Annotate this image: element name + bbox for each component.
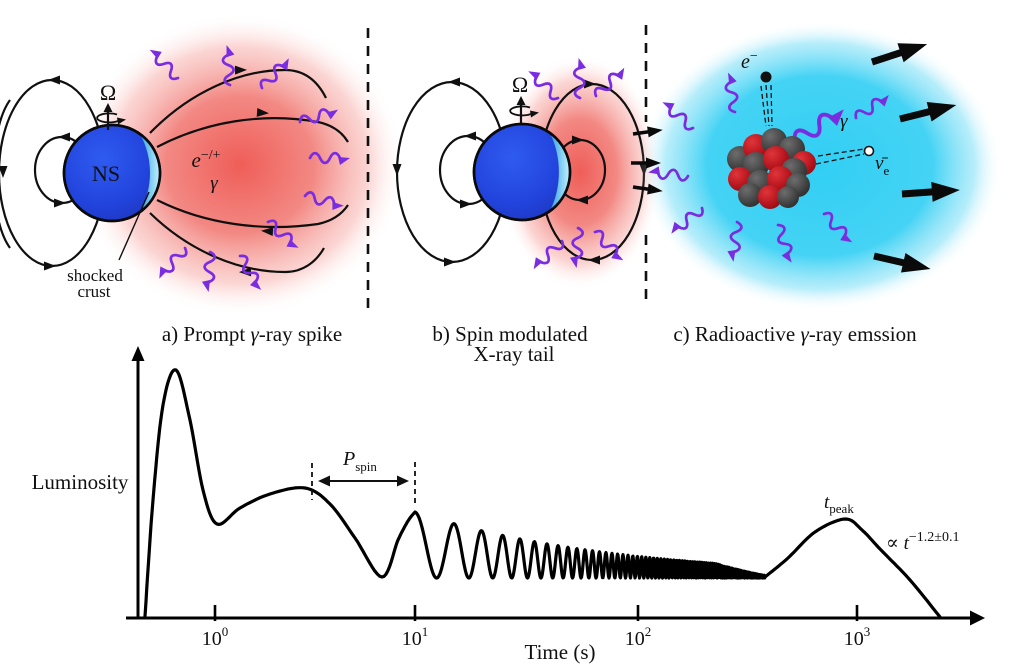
x-axis-title: Time (s) bbox=[525, 640, 596, 664]
pair-plasma-label: e−/+ bbox=[191, 148, 220, 172]
x-axis-tick-marks bbox=[213, 605, 859, 621]
gamma-label: γ bbox=[840, 111, 848, 132]
panel-b-xray-tail: Ω bbox=[392, 54, 662, 290]
panel-captions: a) Prompt γ-ray spike b) Spin modulated … bbox=[162, 322, 917, 366]
shocked-crust-label-1: shocked bbox=[67, 266, 123, 285]
neutron-star-outline bbox=[62, 123, 162, 223]
electron-particle bbox=[760, 71, 772, 83]
caption-b-line1: b) Spin modulated bbox=[432, 322, 588, 346]
x-tick-label-1: 101 bbox=[402, 624, 429, 650]
shocked-crust-label-2: crust bbox=[77, 282, 110, 301]
crust-pointer-line bbox=[118, 191, 150, 261]
omega-label: Ω bbox=[100, 80, 116, 105]
pair-fireball-glow bbox=[75, 13, 405, 317]
antineutrino-particle bbox=[863, 145, 875, 157]
caption-b-line2: X-ray tail bbox=[473, 342, 554, 366]
omega-label: Ω bbox=[512, 72, 528, 97]
ejecta-glow bbox=[638, 21, 1002, 311]
ns-label: NS bbox=[92, 161, 120, 186]
t-peak-label: tpeak bbox=[824, 492, 854, 516]
light-curve-plot: 100 101 102 103 Time (s) Luminosity Pspi… bbox=[32, 346, 985, 664]
decay-law-label: ∝ t−1.2±0.1 bbox=[886, 530, 959, 554]
p-spin-annotation: Pspin bbox=[311, 448, 416, 505]
y-axis-title: Luminosity bbox=[32, 470, 129, 494]
neutron-star-outline bbox=[472, 122, 572, 222]
x-axis-arrowhead bbox=[970, 610, 985, 626]
x-tick-label-0: 100 bbox=[202, 624, 229, 650]
panel-a-prompt-spike: NS Ω e−/+ γ shocked crust bbox=[0, 13, 405, 317]
caption-c: c) Radioactive γ-ray emssion bbox=[673, 322, 917, 346]
x-tick-label-2: 102 bbox=[625, 624, 652, 650]
beta-decay-tracks bbox=[760, 84, 865, 165]
radioactive-nucleus bbox=[727, 128, 816, 209]
caption-a: a) Prompt γ-ray spike bbox=[162, 322, 342, 346]
p-spin-label: Pspin bbox=[342, 448, 377, 474]
nucleon-sphere bbox=[738, 183, 762, 207]
electron-label: e− bbox=[741, 49, 758, 73]
luminosity-curve bbox=[143, 368, 942, 619]
trapped-fireball-glow bbox=[498, 54, 662, 290]
panel-c-radioactive-emission: e− γ ν̄e bbox=[629, 21, 1002, 311]
nucleon-sphere bbox=[777, 186, 799, 208]
nucleon-sphere bbox=[758, 185, 782, 209]
y-axis-arrowhead bbox=[131, 346, 145, 361]
pair-plasma-gamma: γ bbox=[210, 173, 218, 194]
x-tick-label-3: 103 bbox=[844, 624, 871, 650]
